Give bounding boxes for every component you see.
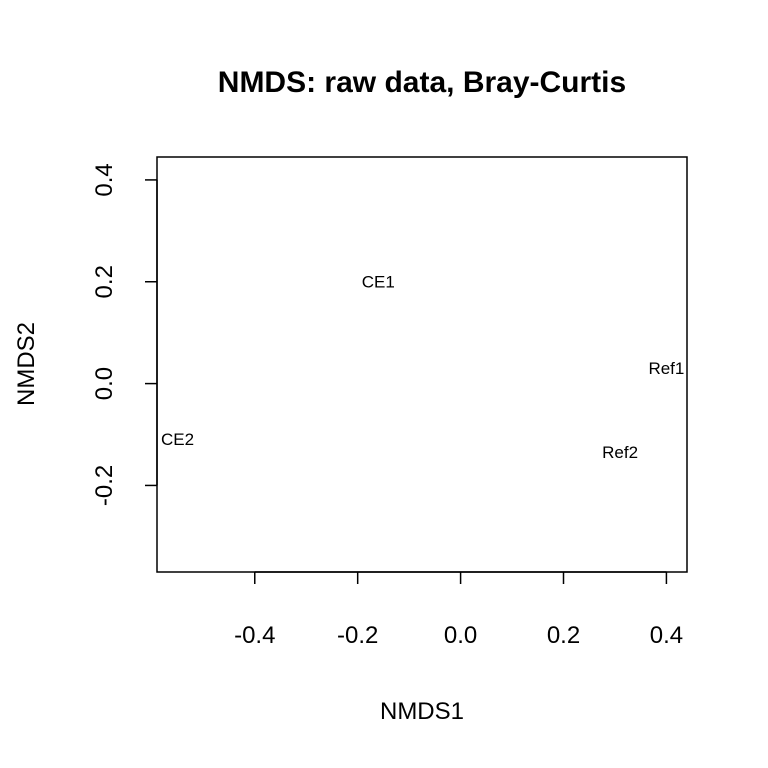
y-axis: -0.2 0.0 0.2 0.4 — [91, 163, 158, 506]
y-tick-label: 0.4 — [91, 163, 118, 196]
x-tick-label: 0.2 — [547, 622, 580, 649]
point-label-ref1: Ref1 — [648, 359, 684, 378]
x-axis: -0.4 -0.2 0.0 0.2 0.4 — [234, 571, 683, 649]
x-axis-label: NMDS1 — [380, 698, 464, 725]
y-axis-label: NMDS2 — [13, 322, 40, 406]
chart-title: NMDS: raw data, Bray-Curtis — [218, 66, 626, 99]
x-tick-label: -0.2 — [337, 622, 378, 649]
y-tick-label: 0.0 — [91, 367, 118, 400]
x-tick-label: 0.4 — [650, 622, 683, 649]
y-tick-label: -0.2 — [91, 465, 118, 506]
x-tick-label: -0.4 — [234, 622, 275, 649]
point-label-ce2: CE2 — [161, 430, 194, 449]
plot-frame — [156, 156, 688, 573]
y-tick-label: 0.2 — [91, 265, 118, 298]
x-tick-label: 0.0 — [444, 622, 477, 649]
point-label-ref2: Ref2 — [602, 443, 638, 462]
point-labels: CE1 CE2 Ref1 Ref2 — [161, 272, 684, 462]
point-label-ce1: CE1 — [362, 272, 395, 291]
